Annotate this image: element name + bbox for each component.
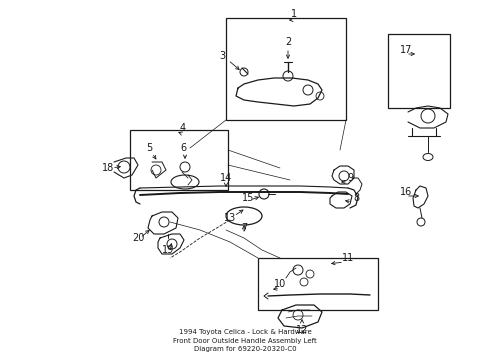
Text: 4: 4: [180, 123, 186, 133]
Text: 10: 10: [274, 279, 286, 289]
Text: 9: 9: [347, 173, 353, 183]
Text: 8: 8: [353, 193, 359, 203]
Text: 16: 16: [400, 187, 412, 197]
Text: 1994 Toyota Celica - Lock & Hardware
Front Door Outside Handle Assembly Left
Dia: 1994 Toyota Celica - Lock & Hardware Fro…: [173, 329, 317, 352]
Text: 7: 7: [241, 223, 247, 233]
Bar: [226, 18, 346, 120]
Text: 11: 11: [342, 253, 354, 263]
Text: 14: 14: [220, 173, 232, 183]
Text: 12: 12: [296, 325, 308, 335]
Text: 5: 5: [146, 143, 152, 153]
Text: 15: 15: [242, 193, 254, 203]
Bar: [258, 258, 378, 310]
Text: 13: 13: [224, 213, 236, 223]
Text: 19: 19: [162, 245, 174, 255]
Text: 18: 18: [102, 163, 114, 173]
Text: 1: 1: [291, 9, 297, 19]
Text: 6: 6: [180, 143, 186, 153]
Text: 17: 17: [400, 45, 412, 55]
Text: 3: 3: [219, 51, 225, 61]
Bar: [130, 130, 228, 190]
Text: 2: 2: [285, 37, 291, 47]
Text: 20: 20: [132, 233, 144, 243]
Bar: [388, 34, 450, 108]
